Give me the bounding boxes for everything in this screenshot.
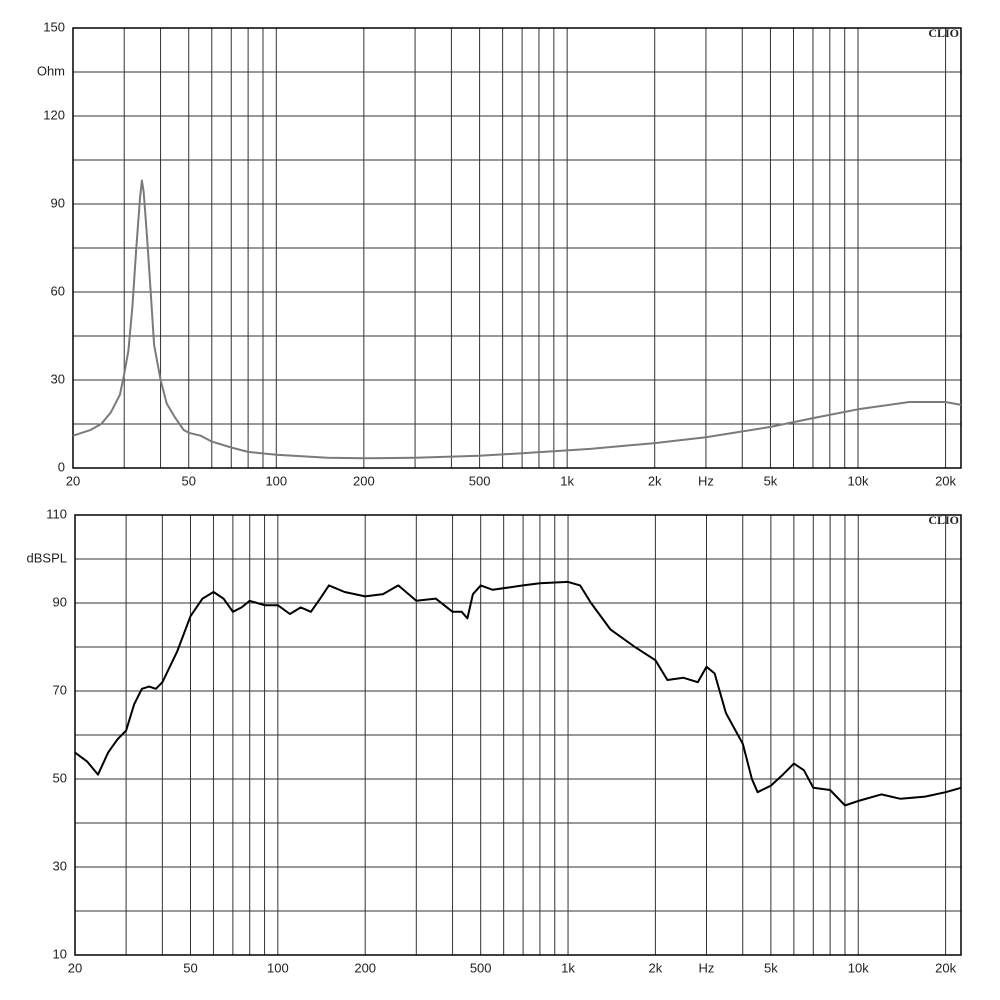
brand: CLIO (928, 513, 959, 527)
y-tick-label: 110 (46, 506, 67, 521)
x-tick-label: 100 (267, 960, 289, 975)
x-tick-label: 20k (935, 960, 956, 975)
x-tick-label: 100 (265, 473, 287, 488)
x-tick-label: 50 (182, 473, 196, 488)
brand: CLIO (928, 26, 959, 40)
plot-frame (72, 27, 962, 469)
x-tick-label: Hz (698, 473, 714, 488)
y-tick-label: 50 (53, 770, 67, 785)
y-tick-label: 70 (53, 682, 67, 697)
x-tick-label: Hz (699, 960, 715, 975)
x-tick-label: 2k (649, 960, 663, 975)
data-line (72, 179, 962, 460)
x-tick-label: 50 (183, 960, 197, 975)
y-axis-label: Ohm (37, 63, 65, 78)
x-tick-label: 20 (68, 960, 82, 975)
x-tick-label: 200 (353, 473, 375, 488)
y-tick-label: 30 (53, 858, 67, 873)
x-tick-label: 10k (848, 473, 869, 488)
data-line (74, 580, 962, 807)
y-tick-label: 90 (53, 594, 67, 609)
y-tick-label: 0 (58, 459, 65, 474)
x-tick-label: 1k (560, 473, 574, 488)
x-tick-label: 20k (935, 473, 956, 488)
y-axis-label: dBSPL (27, 550, 67, 565)
x-tick-label: 500 (469, 473, 491, 488)
x-tick-label: 20 (66, 473, 80, 488)
y-tick-label: 60 (51, 283, 65, 298)
x-tick-label: 1k (561, 960, 575, 975)
x-tick-label: 5k (764, 960, 778, 975)
plot-frame (74, 514, 962, 956)
x-tick-label: 2k (648, 473, 662, 488)
x-tick-label: 500 (470, 960, 492, 975)
x-tick-label: 200 (354, 960, 376, 975)
y-tick-label: 120 (43, 107, 65, 122)
y-tick-label: 150 (43, 19, 65, 34)
y-tick-label: 30 (51, 371, 65, 386)
x-tick-label: 10k (848, 960, 869, 975)
y-tick-label: 90 (51, 195, 65, 210)
x-tick-label: 5k (764, 473, 778, 488)
y-tick-label: 10 (53, 946, 67, 961)
